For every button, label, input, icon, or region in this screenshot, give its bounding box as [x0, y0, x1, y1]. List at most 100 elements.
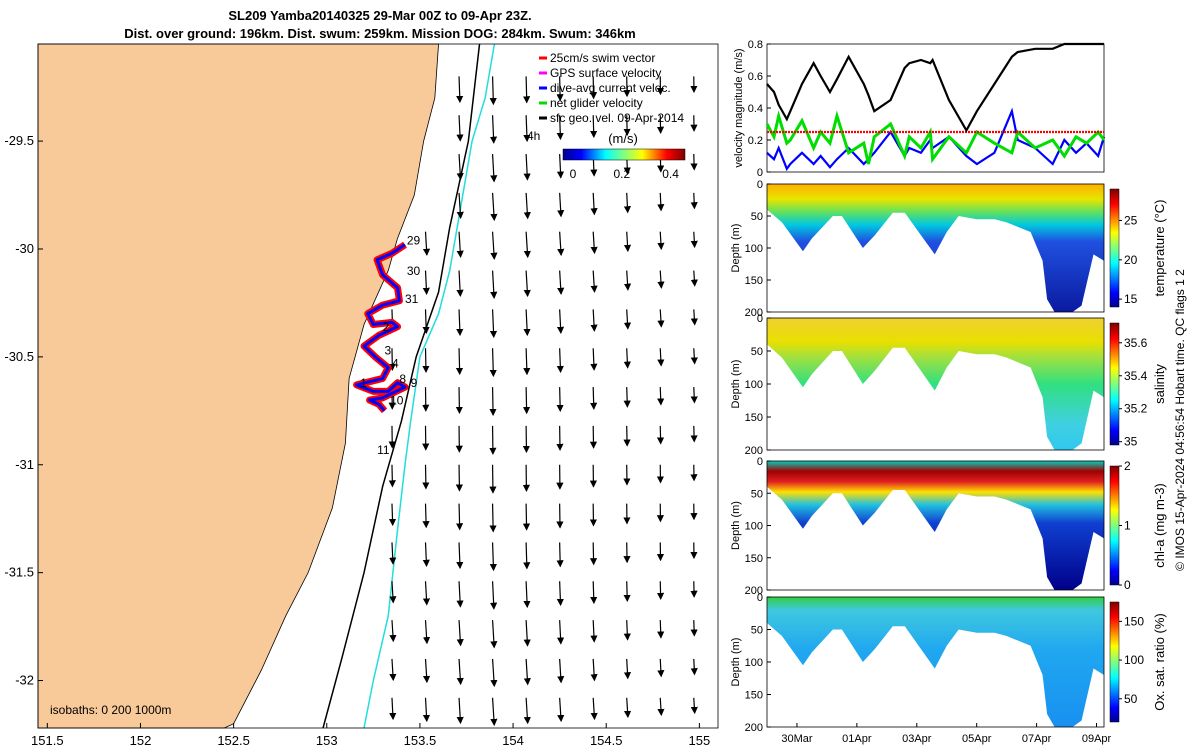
velocity-arrow: [623, 697, 632, 719]
colorbar-tick-label: 1: [1124, 519, 1131, 533]
velocity-series-line: [766, 42, 1104, 133]
colorbar-tick-label: 20: [1124, 253, 1138, 267]
y-tick-label: 50: [751, 346, 763, 358]
velocity-arrow: [556, 309, 565, 335]
velocity-ylabel: velocity magnitude (m/s): [733, 48, 745, 167]
velocity-arrow: [523, 231, 531, 259]
y-tick-label: 0: [757, 179, 763, 191]
colorbar-tick-label: 2: [1124, 459, 1131, 473]
velocity-arrow: [490, 697, 498, 727]
colorbar-oxygen: [1109, 601, 1120, 723]
x-tick-label: 153: [316, 733, 338, 748]
depth-label: Depth (m): [730, 360, 742, 409]
velocity-arrow: [456, 76, 464, 104]
velocity-arrow: [557, 697, 565, 723]
colorbar-tick-label: 25: [1124, 213, 1138, 227]
y-tick-label: -31: [15, 457, 34, 472]
velocity-arrow: [590, 270, 598, 293]
velocity-arrow: [590, 658, 598, 682]
velocity-arrow: [557, 658, 565, 684]
velocity-arrow: [456, 309, 464, 337]
velocity-arrow: [623, 309, 632, 330]
credit-text: © IMOS 15-Apr-2024 04:56:54 Hobart time.…: [1173, 269, 1187, 571]
velocity-series-line: [765, 110, 1106, 165]
colorbar-tick-label: 50: [1124, 692, 1138, 706]
velocity-arrow: [422, 658, 431, 684]
velocity-arrow: [623, 387, 631, 408]
depth-label: Depth (m): [730, 638, 742, 687]
velocity-arrow: [556, 387, 564, 413]
velocity-arrow: [690, 387, 698, 404]
velocity-arrow: [657, 231, 665, 251]
velocity-arrows: [388, 76, 698, 727]
velocity-arrow: [657, 658, 665, 678]
y-tick-label: 150: [745, 412, 763, 424]
current-track: [355, 243, 407, 412]
day-label: 3: [385, 344, 392, 358]
velocity-arrow: [690, 270, 698, 287]
velocity-arrow: [557, 192, 565, 218]
velocity-arrow: [489, 387, 497, 417]
velocity-arrow: [556, 542, 564, 568]
velocity-arrow: [690, 620, 698, 637]
velocity-arrow: [389, 581, 397, 604]
velocity-arrow: [623, 658, 632, 680]
velocity-arrow: [523, 76, 531, 104]
legend-label: dive-avg current veloc.: [550, 81, 671, 95]
velocity-arrow: [523, 697, 531, 725]
y-tick-label: 100: [745, 657, 763, 669]
velocity-arrow: [523, 154, 531, 181]
velocity-arrow: [690, 658, 698, 676]
section-frame: [766, 460, 1105, 591]
legend-label: GPS surface velocity: [550, 66, 661, 80]
y-tick-label: 100: [745, 521, 763, 533]
day-label: 1: [360, 376, 367, 390]
colorbar-tick-label: 15: [1124, 292, 1138, 306]
velocity-arrow: [490, 620, 498, 649]
time-tick-label: 09Apr: [1082, 733, 1112, 745]
velocity-arrow: [490, 270, 498, 299]
velocity-arrow: [556, 581, 564, 607]
arrow-tag: 4h: [527, 129, 540, 143]
velocity-arrow: [422, 581, 431, 606]
colorbar-tick-label: 35.2: [1124, 402, 1148, 416]
velocity-arrow: [623, 581, 631, 603]
velocity-arrow: [557, 270, 565, 295]
x-tick-label: 153.5: [404, 733, 437, 748]
colorbar-tick-label: 150: [1124, 614, 1144, 628]
velocity-arrow: [389, 658, 397, 682]
velocity-arrow: [456, 658, 464, 686]
section-data-salinity: [767, 318, 1104, 450]
colorbar-tick-label: 35: [1124, 435, 1138, 449]
x-tick-label: 151.5: [31, 733, 64, 748]
velocity-arrow: [422, 270, 430, 296]
y-tick-label: 0.4: [748, 103, 763, 115]
velocity-arrow: [489, 348, 497, 378]
section-background: [767, 184, 1104, 312]
y-tick-label: 100: [745, 379, 763, 391]
y-tick-label: 0.6: [748, 71, 763, 83]
legend-label: sfc geo. vel. 09-Apr-2014: [550, 111, 684, 125]
velocity-arrow: [590, 231, 598, 255]
velocity-arrow: [690, 348, 698, 365]
velocity-arrow: [556, 76, 564, 102]
velocity-arrow: [657, 309, 665, 328]
colorbar-unit: (m/s): [608, 131, 638, 146]
velocity-arrow: [490, 658, 498, 688]
y-tick-label: 100: [745, 243, 763, 255]
isobath-1000m: [363, 43, 496, 729]
time-tick-label: 30Mar: [781, 733, 813, 745]
velocity-arrow: [388, 503, 397, 527]
velocity-arrow: [623, 620, 631, 641]
section-data-temperature: [767, 184, 1104, 312]
velocity-arrow: [590, 309, 598, 332]
y-tick-label: -32: [15, 673, 34, 688]
velocity-arrow: [523, 309, 531, 337]
velocity-arrow: [489, 76, 497, 106]
plot-title-line1: SL209 Yamba20140325 29-Mar 00Z to 09-Apr…: [228, 8, 532, 23]
velocity-arrow: [456, 581, 464, 608]
x-tick-label: 152: [130, 733, 152, 748]
time-tick-label: 03Apr: [902, 733, 932, 745]
day-label: 2: [383, 320, 390, 334]
y-tick-label: -29.5: [4, 133, 34, 148]
